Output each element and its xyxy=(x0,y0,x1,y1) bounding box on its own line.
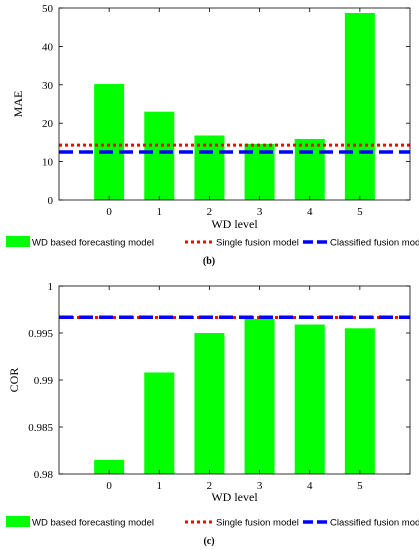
bar-cor-3 xyxy=(244,318,275,474)
y-tick-label: 40 xyxy=(42,41,54,53)
legend-label-single: Single fusion model xyxy=(216,238,299,249)
x-tick-label: 1 xyxy=(157,480,163,492)
legend-swatch-bars xyxy=(6,236,30,247)
x-axis-label: WD level xyxy=(211,490,258,504)
y-axis-label: MAE xyxy=(11,91,25,118)
x-tick-label: 5 xyxy=(357,480,363,492)
bar-mae-5 xyxy=(344,12,375,200)
x-tick-label: 3 xyxy=(257,206,263,218)
legend-swatch-bars xyxy=(6,516,30,527)
y-tick-label: 30 xyxy=(42,80,54,92)
x-tick-label: 3 xyxy=(257,480,263,492)
y-tick-label: 0.985 xyxy=(28,422,53,434)
x-tick-label: 2 xyxy=(207,480,213,492)
legend-label-single: Single fusion model xyxy=(216,518,299,529)
bar-mae-0 xyxy=(94,84,125,200)
x-tick-label: 1 xyxy=(157,206,163,218)
y-tick-label: 20 xyxy=(42,118,54,130)
legend-label-bars: WD based forecasting model xyxy=(32,518,154,529)
x-tick-label: 5 xyxy=(357,206,363,218)
panel-caption: (c) xyxy=(203,536,214,547)
bar-cor-0 xyxy=(94,459,125,474)
y-tick-label: 50 xyxy=(42,3,54,15)
legend: WD based forecasting model Single fusion … xyxy=(6,236,419,249)
x-tick-label: 0 xyxy=(106,206,112,218)
legend-label-classified: Classified fusion models xyxy=(330,238,419,249)
y-tick-label: 1 xyxy=(48,281,54,293)
x-tick-label: 4 xyxy=(307,206,313,218)
y-axis-label: COR xyxy=(7,368,21,393)
bar-mae-1 xyxy=(144,111,175,200)
x-tick-label: 2 xyxy=(207,206,213,218)
y-tick-label: 0.995 xyxy=(28,328,53,340)
x-tick-label: 0 xyxy=(106,480,112,492)
chart-cor: 0.98 0.985 0.99 0.995 1 0 1 2 3 4 5 WD level COR WD b… xyxy=(6,281,419,547)
y-tick-label: 0 xyxy=(48,195,54,207)
bar-cor-2 xyxy=(194,333,225,474)
bar-mae-4 xyxy=(294,138,325,200)
x-axis-label: WD level xyxy=(211,217,258,231)
x-tick-label: 4 xyxy=(307,480,313,492)
legend-label-bars: WD based forecasting model xyxy=(32,238,154,249)
y-tick-label: 0.99 xyxy=(34,375,54,387)
legend: WD based forecasting model Single fusion … xyxy=(6,516,419,529)
chart-mae: 0 10 20 30 40 50 0 1 2 3 4 5 WD level MAE WD based for… xyxy=(6,3,419,267)
plot-frame xyxy=(58,7,411,201)
y-tick-label: 0.98 xyxy=(34,469,54,481)
panel-caption: (b) xyxy=(203,256,215,267)
bar-cor-5 xyxy=(344,328,375,474)
bar-cor-4 xyxy=(294,324,325,474)
legend-label-classified: Classified fusion models xyxy=(330,518,419,529)
y-tick-label: 10 xyxy=(42,157,54,169)
bar-cor-1 xyxy=(144,372,175,474)
